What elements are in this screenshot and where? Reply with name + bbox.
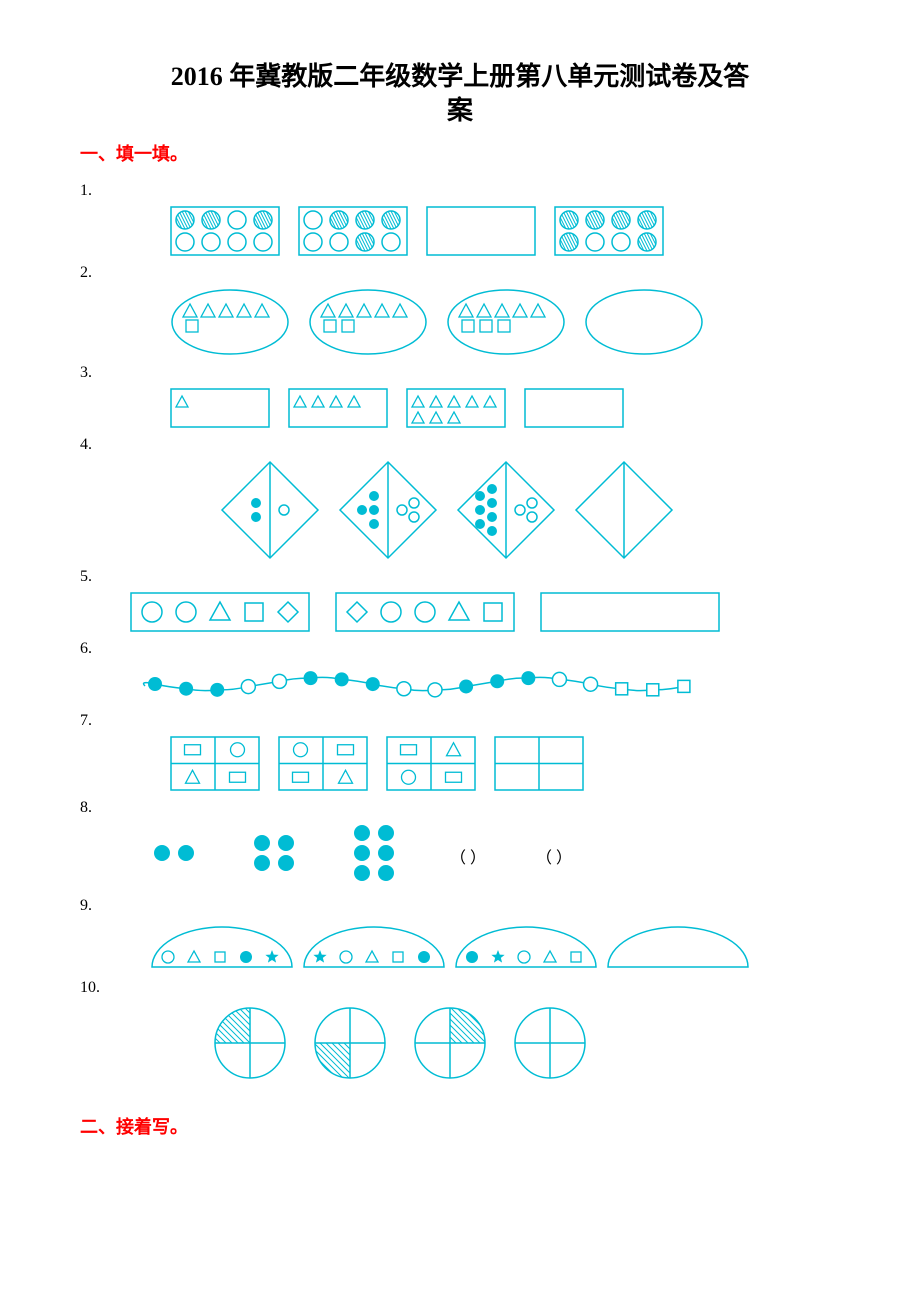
q7-number: 7. xyxy=(80,704,120,730)
q9-diagram xyxy=(80,921,840,971)
q6-number: 6. xyxy=(80,632,120,658)
q3-diagram xyxy=(80,388,840,428)
q3-number: 3. xyxy=(80,356,120,382)
q10-diagram xyxy=(80,1003,840,1083)
q4-diagram xyxy=(80,460,840,560)
page-title-line2: 案 xyxy=(80,94,840,128)
q8-diagram: （ ） （ ） xyxy=(80,823,840,889)
q7-diagram xyxy=(80,736,840,791)
blank-parens: （ ） xyxy=(450,844,486,868)
q1-diagram xyxy=(80,206,840,256)
section-1-heading: 一、填一填。 xyxy=(80,140,840,166)
page-title-line1: 2016 年冀教版二年级数学上册第八单元测试卷及答 xyxy=(80,60,840,94)
q4-number: 4. xyxy=(80,428,120,454)
q5-diagram xyxy=(80,592,840,632)
q8-number: 8. xyxy=(80,791,120,817)
q10-number: 10. xyxy=(80,971,120,997)
q1-number: 1. xyxy=(80,174,120,200)
q9-number: 9. xyxy=(80,889,120,915)
q2-diagram xyxy=(80,288,840,356)
section-2-heading: 二、接着写。 xyxy=(80,1113,840,1139)
q2-number: 2. xyxy=(80,256,120,282)
q5-number: 5. xyxy=(80,560,120,586)
blank-parens: （ ） xyxy=(536,844,572,868)
q6-diagram xyxy=(80,664,840,704)
